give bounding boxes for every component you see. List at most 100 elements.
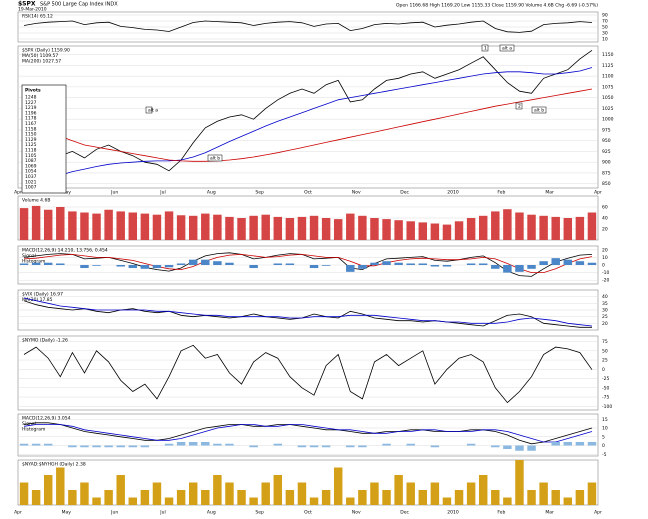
bar <box>430 265 440 267</box>
bar <box>188 259 198 265</box>
bar <box>321 445 331 448</box>
y-tick-label: -100 <box>602 404 612 410</box>
pivot-value: 1007 <box>25 185 37 191</box>
bar <box>164 211 174 240</box>
bar <box>346 265 355 272</box>
x-tick-label: Oct <box>304 190 312 196</box>
bar <box>104 445 113 448</box>
bar <box>563 259 573 265</box>
quote: Open 1166.68 High 1169.20 Low 1155.33 Cl… <box>396 3 598 9</box>
y-tick-label: 5 <box>602 434 605 440</box>
bar <box>188 442 198 446</box>
bar <box>575 261 585 265</box>
bar <box>358 265 367 269</box>
bar <box>104 490 113 505</box>
y-tick-label: 10 <box>602 255 608 261</box>
annotation: alt b <box>534 108 544 114</box>
bar <box>321 490 331 505</box>
bar <box>92 445 101 448</box>
y-tick-label: 20 <box>602 227 608 233</box>
bar <box>285 490 295 505</box>
bar <box>587 212 597 240</box>
bar <box>249 445 258 448</box>
y-tick-label: 1025 <box>602 106 614 112</box>
legend-entry: $NYMO (Daily) -1.26 <box>22 338 68 344</box>
y-tick-label: 40 <box>602 294 608 300</box>
bar <box>587 482 597 505</box>
legend-entry: Histogram <box>22 427 45 433</box>
bar <box>249 215 258 240</box>
bar <box>575 442 585 446</box>
x-tick-label: Dec <box>400 190 409 196</box>
bar <box>466 263 476 265</box>
series-line <box>23 20 593 33</box>
bar <box>297 482 307 505</box>
bar <box>515 460 524 505</box>
bar <box>213 475 222 505</box>
x-tick-label: Mar <box>545 510 554 516</box>
bar <box>201 213 210 240</box>
pivot-value: 1087 <box>25 158 37 164</box>
bar <box>176 490 186 505</box>
x-tick-label: Jul <box>159 510 165 516</box>
legend-entry: $VIX (Daily) 16.97 <box>22 292 63 298</box>
x-tick-label: Aug <box>207 190 216 196</box>
bar <box>128 265 138 269</box>
bar <box>454 221 464 240</box>
bar <box>68 445 77 448</box>
pivot-value: 1248 <box>25 95 37 101</box>
bar <box>140 265 150 269</box>
bar <box>213 261 222 265</box>
bar <box>225 216 234 240</box>
bar <box>285 218 295 240</box>
y-tick-label: -50 <box>602 385 609 391</box>
x-tick-label: Feb <box>497 510 505 516</box>
bar <box>478 263 488 265</box>
bar <box>515 265 524 272</box>
panel <box>17 335 599 411</box>
bar <box>358 490 367 505</box>
x-tick-label: Nov <box>352 510 361 516</box>
pivot-value: 1105 <box>25 153 37 159</box>
x-tick-label: Oct <box>304 510 312 516</box>
bar <box>406 221 415 240</box>
x-tick-label: Jun <box>110 190 118 196</box>
x-tick-label: Apr <box>594 510 602 516</box>
y-tick-label: -75 <box>602 395 609 401</box>
y-tick-label: 90 <box>602 13 608 19</box>
legend-entry: $SPX (Daily) 1159.90 <box>22 48 70 54</box>
bar <box>237 218 246 240</box>
bar <box>225 262 234 265</box>
bar <box>503 497 512 505</box>
bar <box>370 218 379 240</box>
bar <box>213 214 222 240</box>
y-tick-label: -10 <box>602 270 609 276</box>
bar <box>285 263 295 265</box>
bar <box>406 263 415 265</box>
index-name: S&P 500 Large Cap Index INDX <box>40 2 118 8</box>
bar <box>418 222 428 240</box>
x-tick-label: Dec <box>400 510 409 516</box>
y-tick-label: 0 <box>602 367 605 373</box>
bar <box>503 265 512 273</box>
bar <box>370 262 379 265</box>
bar <box>68 490 77 505</box>
bar <box>466 482 476 505</box>
bar <box>382 219 391 240</box>
bar <box>56 263 65 265</box>
bar <box>92 497 101 505</box>
bar <box>43 209 53 240</box>
bar <box>527 214 536 240</box>
bar <box>563 497 573 505</box>
series-line <box>23 67 593 185</box>
y-tick-label: 50 <box>602 348 608 354</box>
bar <box>273 263 283 265</box>
series-line <box>23 88 593 162</box>
bar <box>56 467 65 505</box>
bar <box>261 482 270 505</box>
bar <box>551 216 560 240</box>
x-tick-label: May <box>62 510 72 516</box>
y-tick-label: 975 <box>602 127 611 133</box>
bar <box>358 445 367 448</box>
bar <box>164 497 174 505</box>
